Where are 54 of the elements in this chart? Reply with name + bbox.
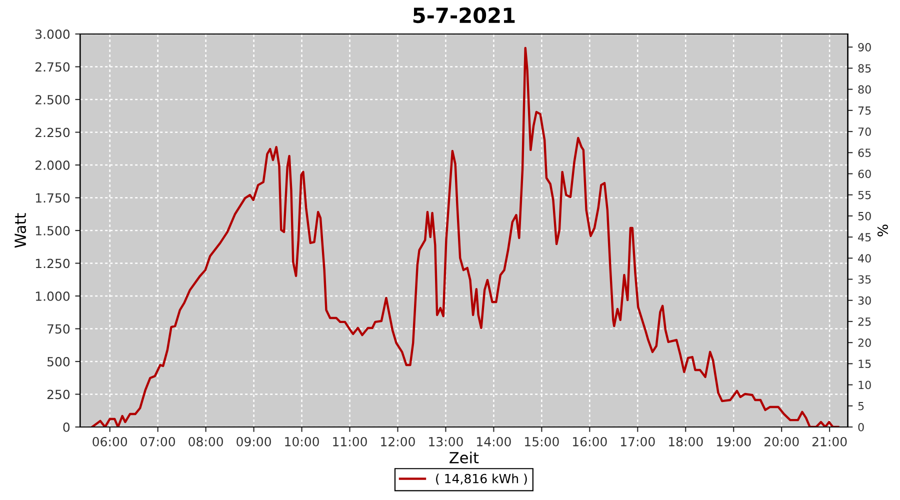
y-tick-label: 2.000	[36, 160, 70, 170]
x-axis-title: Zeit	[450, 452, 479, 464]
y-tick-label: 1.000	[36, 291, 70, 301]
x-tick-label: 16:00	[573, 436, 607, 446]
x-tick-label: 07:00	[140, 436, 176, 446]
y-tick-label: 2.750	[36, 62, 70, 72]
x-tick-label: 19:00	[716, 436, 751, 446]
y2-tick-label: 30	[858, 296, 871, 305]
legend-label: ( 14,816 kWh )	[436, 474, 527, 485]
y2-tick-label: 35	[858, 275, 871, 284]
y-tick-label: 3.000	[36, 29, 70, 39]
chart-title: 5-7-2021	[413, 7, 515, 24]
y2-tick-label: 15	[858, 360, 871, 368]
x-tick-label: 11:00	[333, 436, 367, 446]
y-tick-label: 500	[47, 356, 70, 366]
y-tick-label: 250	[47, 390, 70, 400]
y2-tick-label: 75	[858, 106, 871, 115]
x-tick-label: 13:00	[429, 436, 463, 446]
y-tick-label: 1.750	[36, 193, 70, 203]
y2-tick-label: 20	[858, 338, 871, 347]
x-tick-label: 20:00	[764, 436, 799, 446]
y2-tick-label: 85	[858, 64, 871, 73]
y2-axis-title: %	[877, 224, 888, 236]
line-series	[90, 46, 840, 427]
y2-tick-label: 25	[858, 317, 871, 326]
y-axis-title: Watt	[14, 213, 26, 248]
y2-tick-label: 80	[858, 85, 871, 94]
x-tick-label: 17:00	[621, 436, 655, 446]
x-tick-label: 18:00	[668, 436, 703, 446]
y2-tick-label: 0	[858, 422, 864, 432]
y2-tick-label: 60	[858, 170, 871, 178]
x-tick-label: 21:00	[812, 436, 847, 446]
y-tick-label: 1.250	[36, 258, 70, 268]
x-tick-label: 14:00	[477, 436, 511, 446]
y2-tick-label: 5	[858, 402, 864, 410]
y2-tick-label: 90	[858, 43, 871, 52]
x-tick-label: 10:00	[285, 436, 319, 446]
x-tick-label: 15:00	[525, 436, 559, 446]
y-tick-label: 750	[48, 324, 70, 334]
y2-tick-label: 40	[858, 254, 871, 263]
x-tick-label: 09:00	[236, 436, 271, 446]
y2-tick-label: 55	[858, 190, 871, 200]
x-tick-label: 12:00	[381, 436, 415, 446]
x-tick-label: 06:00	[92, 436, 128, 446]
y-tick-label: 0	[63, 422, 70, 432]
y2-tick-label: 65	[858, 148, 871, 157]
y2-tick-label: 50	[858, 212, 871, 220]
y2-tick-label: 45	[858, 233, 871, 242]
y2-tick-label: 10	[858, 380, 871, 390]
y-tick-label: 2.250	[36, 128, 70, 138]
x-tick-label: 08:00	[188, 436, 223, 446]
y2-tick-label: 70	[858, 127, 871, 136]
y-tick-label: 2.500	[36, 94, 70, 104]
y-tick-label: 1.500	[36, 226, 70, 236]
